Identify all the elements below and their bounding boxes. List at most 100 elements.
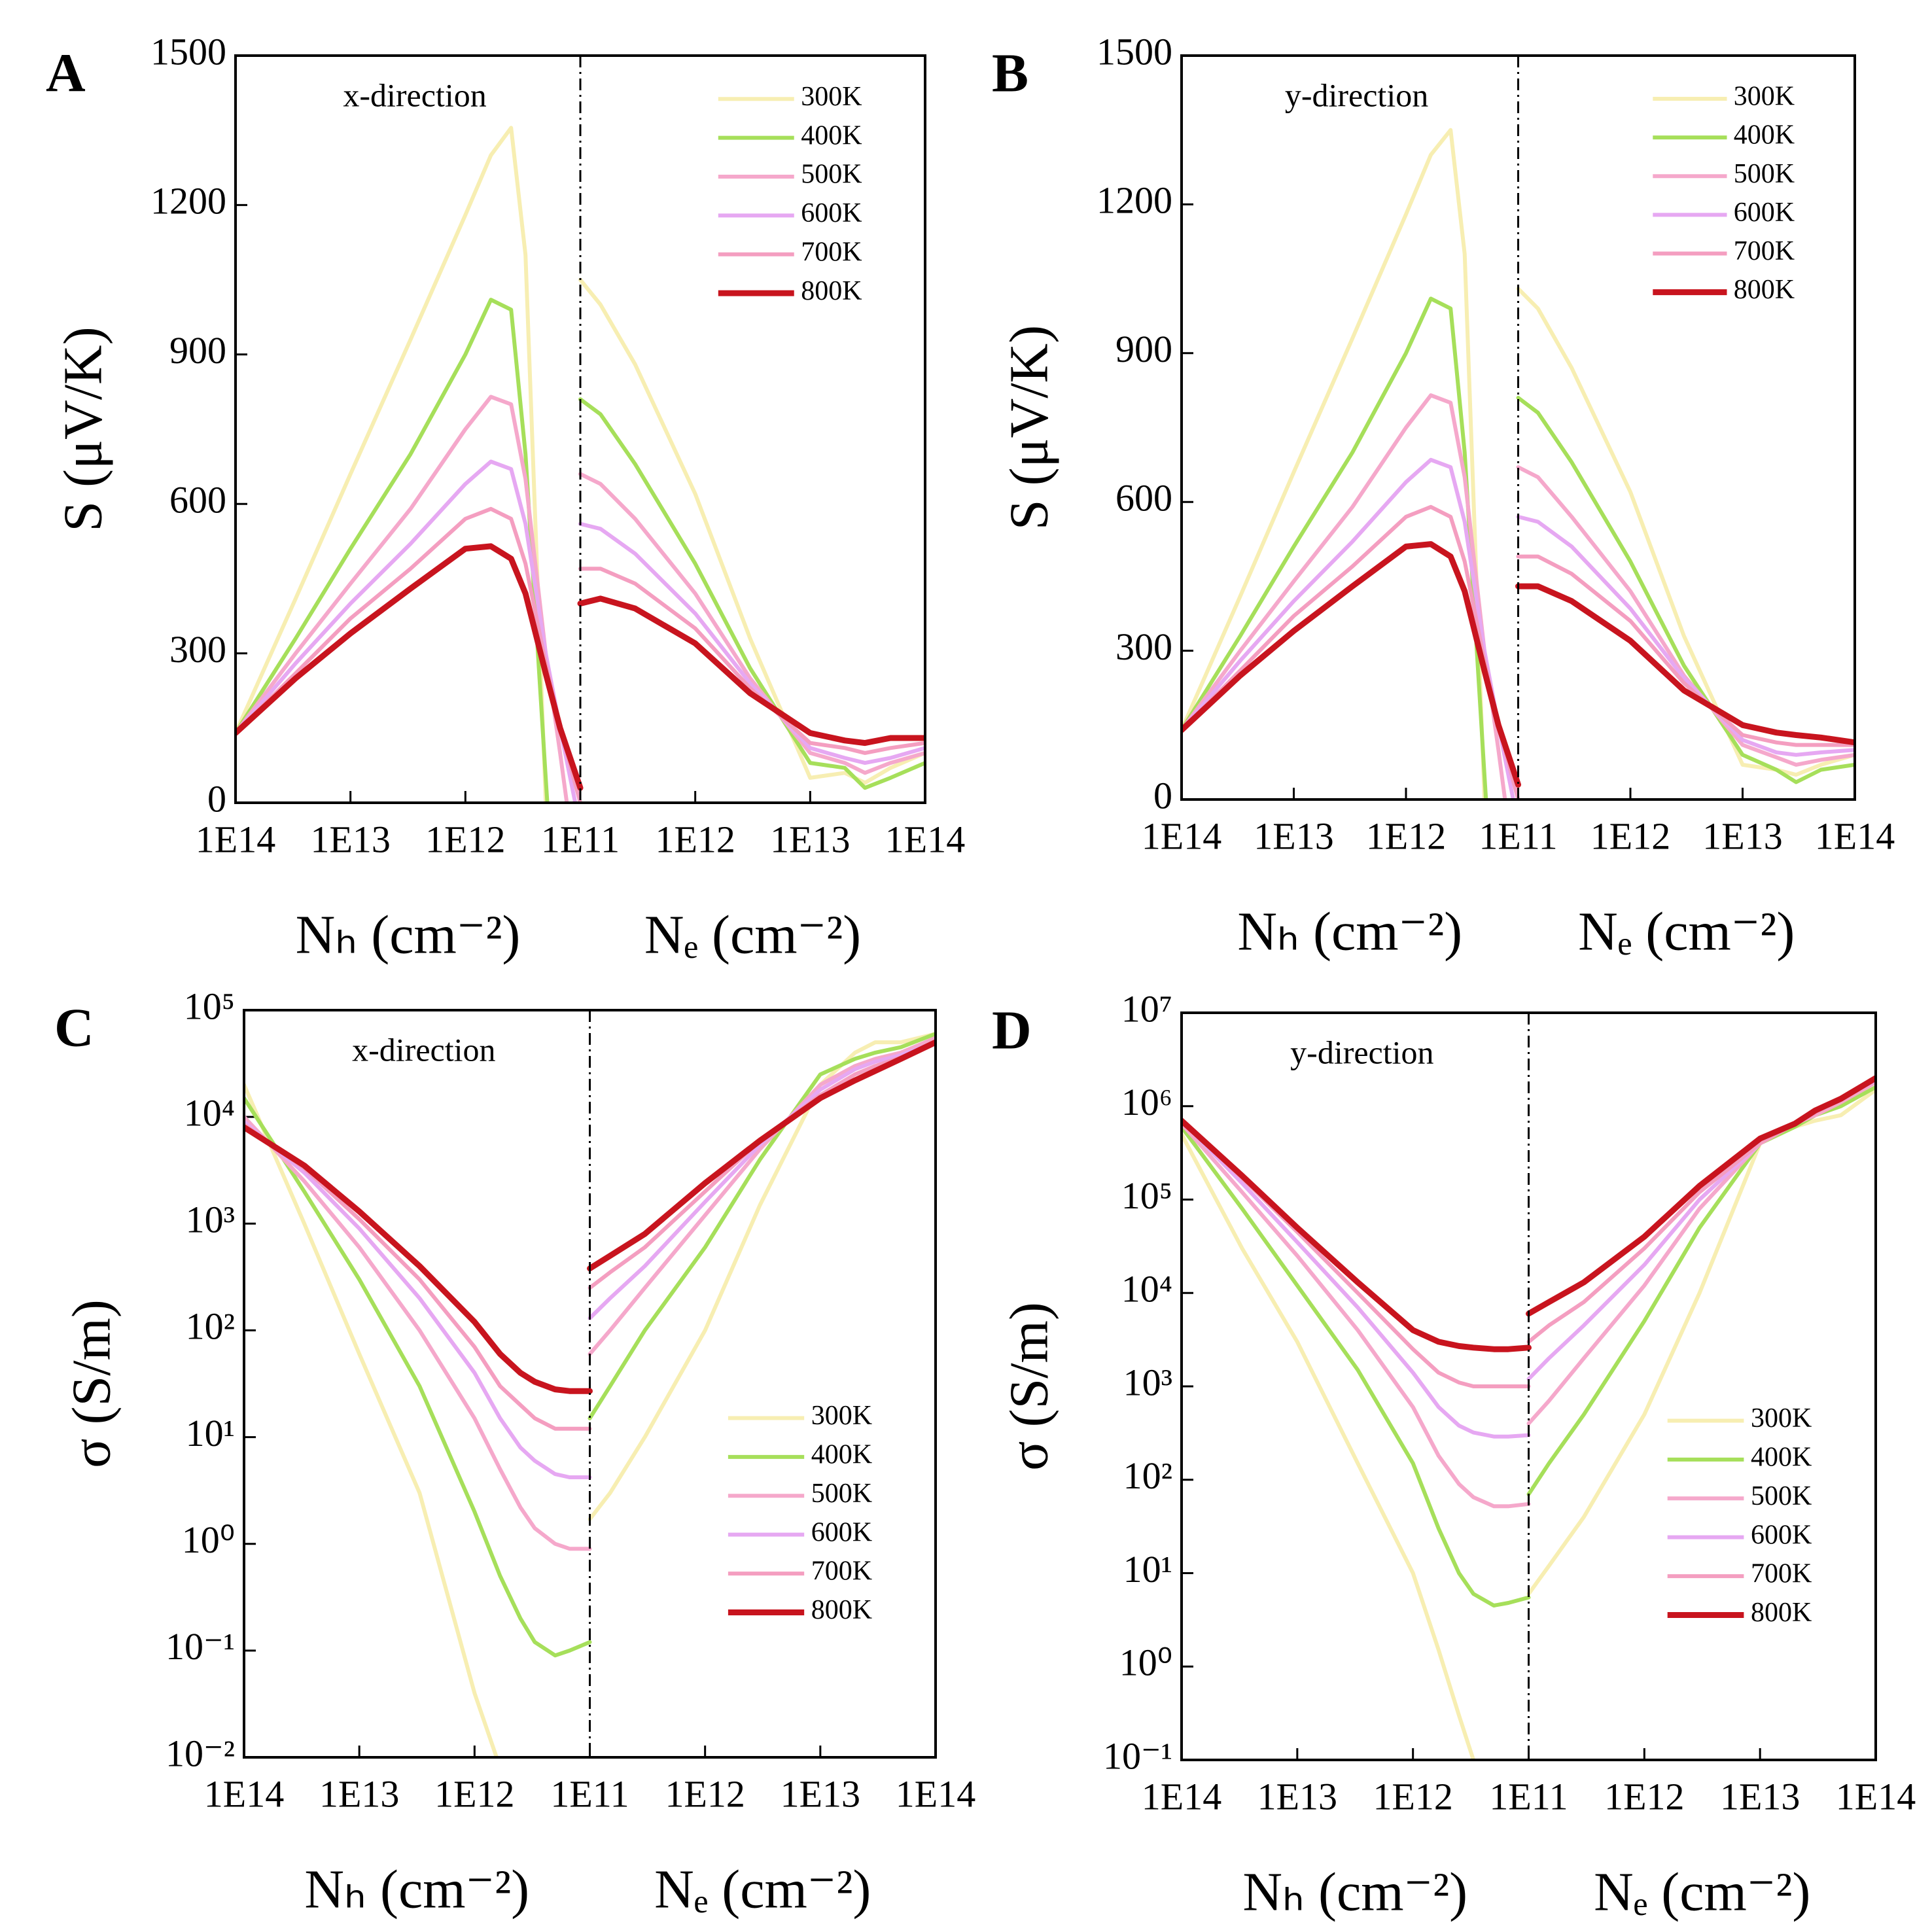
y-tick-label: 10⁻² <box>166 1732 235 1774</box>
series-line <box>1526 1078 1876 1381</box>
panel-letter: B <box>992 43 1028 103</box>
legend-label: 400K <box>1751 1443 1812 1473</box>
panel: 0 300 600 900 1200 1500 1E14 1E13 1E12 1E11 1E12 1E… <box>992 30 1895 962</box>
y-axis-label: S (μV/K) <box>998 325 1059 530</box>
x-axis-label: Nₕ (cm⁻²) <box>296 904 521 965</box>
x-tick-label: 1E13 <box>319 1772 399 1815</box>
legend-label: 600K <box>1751 1520 1812 1550</box>
legend: 300K 400K 500K 600K 700K 800K <box>1667 1403 1812 1628</box>
legend-label: 600K <box>801 198 862 228</box>
y-tick-label: 10¹ <box>186 1412 235 1454</box>
legend-label: 500K <box>811 1479 872 1509</box>
x-tick-label: 1E14 <box>885 818 965 860</box>
y-tick-label: 10² <box>1123 1454 1172 1497</box>
panel-letter: C <box>54 997 94 1058</box>
y-tick-label: 10⁰ <box>1119 1642 1172 1684</box>
series-line <box>587 1039 936 1272</box>
series-line <box>578 472 925 775</box>
legend-label: 600K <box>1734 198 1795 228</box>
y-axis-label: σ (S/m) <box>998 1302 1059 1471</box>
legend: 300K 400K 500K 600K 700K 800K <box>1653 82 1795 305</box>
panel-letter: A <box>46 43 86 103</box>
x-tick-label: 1E14 <box>896 1772 975 1815</box>
legend-label: 400K <box>811 1440 872 1470</box>
legend-label: 700K <box>801 237 862 267</box>
x-tick-label: 1E12 <box>665 1772 745 1815</box>
series-line <box>1182 1118 1531 1439</box>
x-tick-label: 1E12 <box>1366 815 1446 857</box>
series-line <box>1526 1087 1876 1596</box>
legend-label: 800K <box>1751 1598 1812 1628</box>
legend-label: 500K <box>801 160 862 190</box>
x-tick-label: 1E13 <box>1257 1775 1337 1818</box>
x-tick-label: 1E12 <box>1373 1775 1452 1818</box>
panel: 0 300 600 900 1200 1500 1E14 1E13 1E12 1E11 1E12 1E… <box>46 30 965 965</box>
series-line <box>588 1032 936 1420</box>
y-tick-label: 10⁰ <box>182 1519 235 1561</box>
x-tick-label: 1E13 <box>781 1772 860 1815</box>
series-line <box>236 543 584 791</box>
x-tick-label: 1E13 <box>1254 815 1333 857</box>
series-line <box>236 298 550 803</box>
series-line <box>588 1040 936 1320</box>
x-tick-label: 1E13 <box>1720 1775 1800 1818</box>
panel: 10⁻² 10⁻¹ 10⁰ 10¹ 10² 10³ 10⁴ 10⁵ 1E14 1E13 1E12 1E… <box>54 985 975 1920</box>
y-axis-label: σ (S/m) <box>61 1299 122 1468</box>
y-tick-label: 900 <box>1115 328 1172 370</box>
annotation: x-direction <box>352 1032 495 1068</box>
legend-label: 800K <box>811 1595 872 1625</box>
y-tick-label: 1500 <box>1097 30 1172 73</box>
x-axis-label: Nₑ (cm⁻²) <box>654 1859 871 1920</box>
y-tick-label: 10⁶ <box>1121 1081 1172 1123</box>
y-tick-label: 10⁷ <box>1121 987 1172 1030</box>
series-line <box>588 1032 936 1522</box>
legend-label: 600K <box>811 1517 872 1547</box>
series-line <box>1516 396 1855 784</box>
x-tick-label: 1E13 <box>770 818 850 860</box>
x-tick-label: 1E11 <box>541 818 620 860</box>
legend-label: 800K <box>801 276 862 306</box>
legend-label: 400K <box>801 120 862 150</box>
y-tick-label: 10³ <box>186 1199 235 1241</box>
series-group <box>1182 1075 1876 1760</box>
series-line <box>1515 583 1855 746</box>
series-line <box>1182 1132 1476 1760</box>
y-tick-label: 1200 <box>1097 179 1172 222</box>
annotation: x-direction <box>343 77 486 114</box>
y-tick-label: 300 <box>1115 625 1172 668</box>
x-tick-label: 1E13 <box>310 818 390 860</box>
x-axis-label: Nₑ (cm⁻²) <box>1578 901 1795 962</box>
annotation: y-direction <box>1290 1034 1433 1071</box>
series-line <box>578 397 925 790</box>
y-tick-label: 10⁻¹ <box>166 1625 235 1668</box>
series-line <box>1516 554 1855 747</box>
x-axis-label: Nₑ (cm⁻²) <box>644 904 861 965</box>
legend-label: 800K <box>1734 275 1795 305</box>
panel-letter: D <box>992 1000 1032 1061</box>
x-tick-label: 1E14 <box>1815 815 1895 857</box>
series-line <box>1516 514 1855 757</box>
series-line <box>578 277 925 785</box>
legend: 300K 400K 500K 600K 700K 800K <box>728 1401 872 1625</box>
y-tick-label: 10⁴ <box>184 1091 235 1134</box>
y-tick-label: 1200 <box>150 180 226 222</box>
legend-label: 500K <box>1751 1481 1812 1511</box>
series-line <box>236 126 548 803</box>
series-line <box>1182 1125 1531 1607</box>
x-tick-label: 1E14 <box>1142 1775 1221 1818</box>
y-tick-label: 300 <box>169 628 226 671</box>
x-tick-label: 1E14 <box>1836 1775 1916 1818</box>
legend-label: 300K <box>811 1401 872 1431</box>
x-axis-label: Nₕ (cm⁻²) <box>304 1859 529 1920</box>
x-tick-label: 1E12 <box>1590 815 1670 857</box>
x-tick-label: 1E11 <box>550 1772 629 1815</box>
series-line <box>244 1119 592 1479</box>
x-tick-label: 1E12 <box>425 818 505 860</box>
y-tick-label: 10² <box>186 1305 235 1348</box>
panel: 10⁻¹ 10⁰ 10¹ 10² 10³ 10⁴ 10⁵ 10⁶ 10⁷ 1E14 1E13 1E12… <box>992 987 1916 1922</box>
x-axis-label: Nₕ (cm⁻²) <box>1242 1861 1467 1922</box>
series-line <box>577 595 925 746</box>
series-line <box>1182 541 1521 788</box>
series-line <box>244 1122 592 1431</box>
